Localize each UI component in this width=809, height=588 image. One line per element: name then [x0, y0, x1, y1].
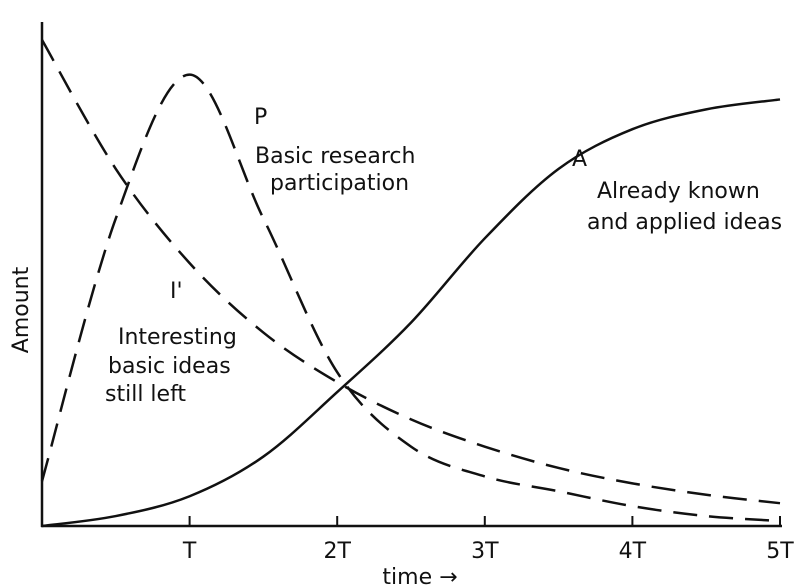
series-line — [40, 39, 781, 505]
series-label: I' — [170, 279, 183, 304]
annotation: basic ideas — [108, 354, 231, 379]
series-label: A — [572, 147, 587, 172]
series-line — [40, 73, 781, 523]
annotation: Interesting — [118, 325, 237, 350]
annotation: and applied ideas — [587, 210, 782, 235]
x-tick-label: 4T — [619, 539, 647, 564]
annotation: Basic research — [255, 144, 415, 169]
x-tick-label: 5T — [766, 539, 794, 564]
annotation: still left — [105, 382, 186, 407]
y-axis-label: Amount — [9, 266, 34, 353]
x-axis-label: time → — [382, 565, 457, 588]
series-line — [41, 98, 781, 528]
x-tick-label: T — [182, 539, 197, 564]
annotation: Already known — [597, 179, 760, 204]
series-label: P — [254, 105, 267, 130]
x-tick-label: 2T — [323, 539, 351, 564]
x-tick-label: 3T — [471, 539, 499, 564]
annotation: participation — [270, 171, 409, 196]
